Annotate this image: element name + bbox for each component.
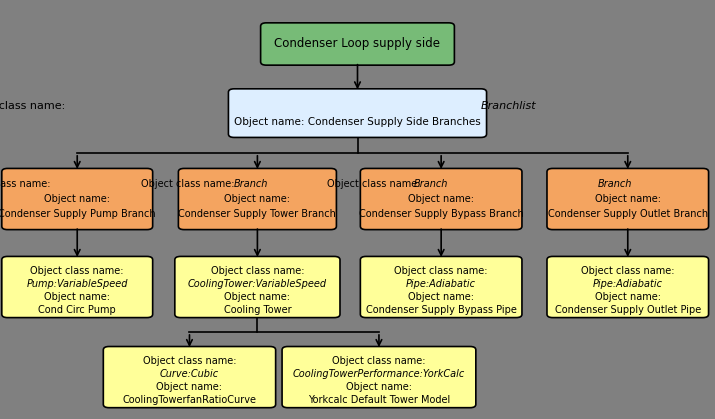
- Text: Condenser Supply Tower Branch: Condenser Supply Tower Branch: [179, 209, 336, 219]
- FancyBboxPatch shape: [179, 168, 336, 230]
- Text: Condenser Loop supply side: Condenser Loop supply side: [275, 37, 440, 51]
- Text: Object class name:: Object class name:: [0, 179, 54, 189]
- FancyBboxPatch shape: [547, 256, 709, 318]
- Text: Branchlist: Branchlist: [481, 101, 537, 111]
- Text: Cooling Tower: Cooling Tower: [224, 305, 291, 315]
- Text: Pipe:Adiabatic: Pipe:Adiabatic: [406, 279, 476, 289]
- Text: Object class name:: Object class name:: [581, 266, 674, 276]
- FancyBboxPatch shape: [174, 256, 340, 318]
- Text: Object name:: Object name:: [595, 292, 661, 302]
- FancyBboxPatch shape: [282, 347, 476, 408]
- FancyBboxPatch shape: [547, 168, 709, 230]
- FancyBboxPatch shape: [360, 168, 522, 230]
- Text: CoolingTowerfanRatioCurve: CoolingTowerfanRatioCurve: [122, 395, 257, 405]
- Text: Branch: Branch: [413, 179, 448, 189]
- Text: Object name:: Object name:: [595, 194, 661, 204]
- Text: Object class name:: Object class name:: [327, 179, 424, 189]
- Text: Object class name:: Object class name:: [141, 179, 237, 189]
- Text: Branch: Branch: [233, 179, 267, 189]
- FancyBboxPatch shape: [229, 89, 486, 137]
- FancyBboxPatch shape: [260, 23, 455, 65]
- Text: Yorkcalc Default Tower Model: Yorkcalc Default Tower Model: [308, 395, 450, 405]
- Text: Object class name:: Object class name:: [31, 266, 124, 276]
- Text: Object class name:: Object class name:: [143, 356, 236, 366]
- Text: Object name:: Object name:: [225, 194, 290, 204]
- FancyBboxPatch shape: [1, 256, 153, 318]
- Text: CoolingTowerPerformance:YorkCalc: CoolingTowerPerformance:YorkCalc: [293, 369, 465, 379]
- Text: Condenser Supply Pump Branch: Condenser Supply Pump Branch: [0, 209, 156, 219]
- Text: Condenser Supply Bypass Pipe: Condenser Supply Bypass Pipe: [365, 305, 517, 315]
- Text: Object name: Condenser Supply Side Branches: Object name: Condenser Supply Side Branc…: [234, 116, 481, 127]
- Text: Object class name:: Object class name:: [0, 101, 69, 111]
- Text: CoolingTower:VariableSpeed: CoolingTower:VariableSpeed: [188, 279, 327, 289]
- Text: Cond Circ Pump: Cond Circ Pump: [39, 305, 116, 315]
- FancyBboxPatch shape: [104, 347, 276, 408]
- Text: Condenser Supply Outlet Pipe: Condenser Supply Outlet Pipe: [555, 305, 701, 315]
- Text: Curve:Cubic: Curve:Cubic: [160, 369, 219, 379]
- Text: Object name:: Object name:: [346, 382, 412, 392]
- Text: Object name:: Object name:: [408, 292, 474, 302]
- Text: Pump:VariableSpeed: Pump:VariableSpeed: [26, 279, 128, 289]
- Text: Object name:: Object name:: [225, 292, 290, 302]
- Text: Object class name:: Object class name:: [211, 266, 304, 276]
- Text: Branch: Branch: [597, 179, 631, 189]
- FancyBboxPatch shape: [1, 168, 153, 230]
- Text: Condenser Supply Outlet Branch: Condenser Supply Outlet Branch: [548, 209, 708, 219]
- Text: Object class name:: Object class name:: [332, 356, 425, 366]
- Text: Object name:: Object name:: [44, 292, 110, 302]
- Text: Condenser Supply Bypass Branch: Condenser Supply Bypass Branch: [359, 209, 523, 219]
- Text: Object name:: Object name:: [44, 194, 110, 204]
- Text: Object name:: Object name:: [408, 194, 474, 204]
- Text: Object name:: Object name:: [157, 382, 222, 392]
- Text: Pipe:Adiabatic: Pipe:Adiabatic: [593, 279, 663, 289]
- Text: Object class name:: Object class name:: [395, 266, 488, 276]
- FancyBboxPatch shape: [360, 256, 522, 318]
